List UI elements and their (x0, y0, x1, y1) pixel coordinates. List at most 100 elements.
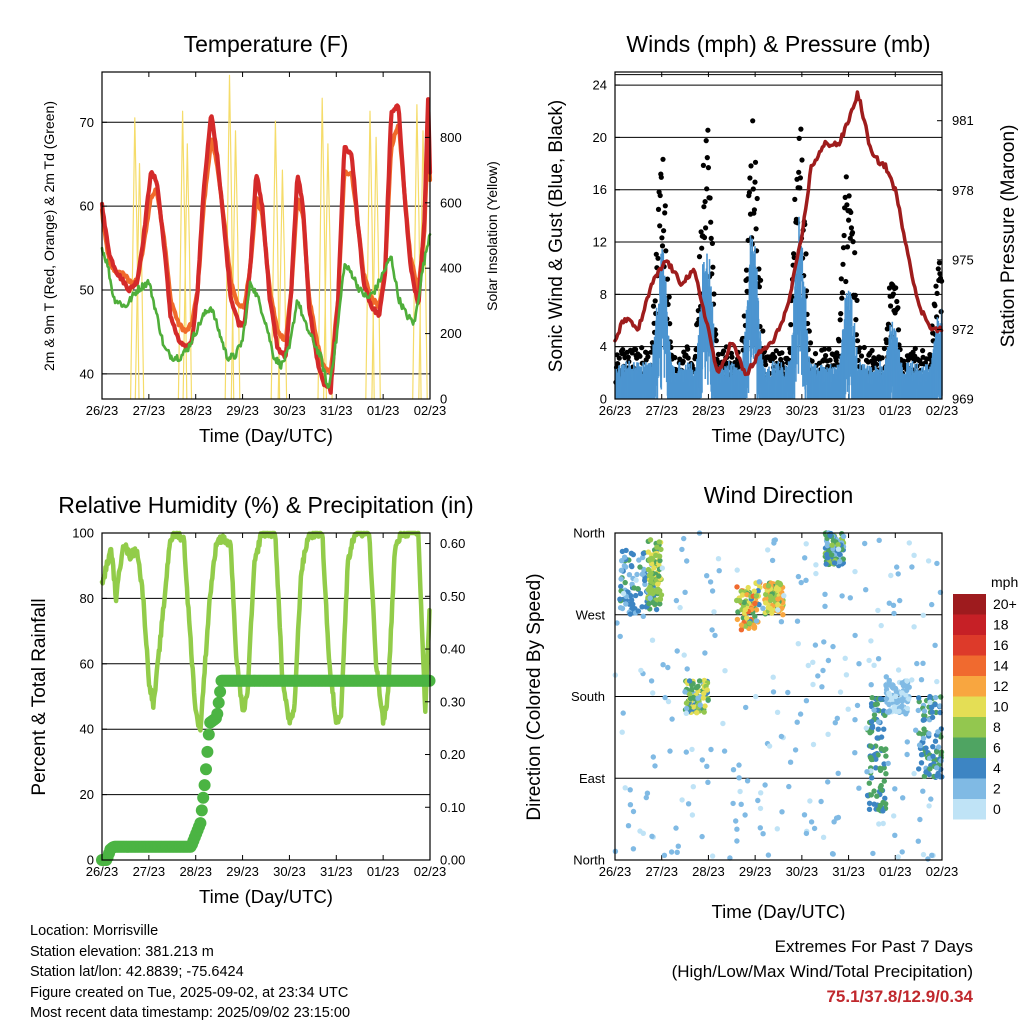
gust-point (620, 347, 626, 353)
direction-point (628, 550, 635, 556)
direction-point (795, 573, 802, 580)
direction-point (929, 601, 935, 608)
direction-point (917, 816, 923, 823)
direction-point (734, 567, 740, 573)
direction-point (915, 838, 921, 844)
legend-swatch (953, 696, 986, 717)
direction-point (623, 601, 629, 607)
direction-point (689, 686, 695, 692)
direction-point (835, 542, 841, 548)
gust-point (895, 305, 901, 311)
gust-point (772, 354, 778, 360)
direction-point (886, 677, 892, 684)
direction-point (650, 599, 656, 606)
solar-insolation-trace (130, 117, 140, 400)
gust-point (881, 345, 888, 352)
direction-point (681, 535, 687, 542)
y-tick-label-right: 0.40 (440, 642, 465, 657)
direction-point (617, 596, 623, 602)
legend-swatch (953, 655, 986, 676)
gust-point (838, 311, 844, 317)
direction-point (876, 537, 882, 543)
gust-point (797, 185, 803, 191)
direction-point (824, 541, 831, 547)
gust-point (796, 169, 802, 175)
plot-border (101, 71, 431, 400)
panel-title: Temperature (F) (184, 31, 349, 57)
direction-point (614, 620, 620, 626)
direction-point (648, 555, 655, 562)
direction-point (744, 778, 751, 784)
direction-point (694, 710, 700, 716)
solar-insolation-trace (270, 120, 281, 400)
direction-point (830, 851, 836, 857)
direction-point (738, 801, 744, 807)
direction-point (810, 681, 816, 688)
direction-point (878, 746, 884, 752)
direction-point (894, 564, 900, 570)
direction-point (926, 730, 932, 737)
direction-point (630, 846, 637, 852)
direction-point (646, 572, 653, 579)
direction-point (654, 544, 660, 550)
direction-point (756, 601, 762, 608)
y-tick-label-right: 200 (440, 326, 462, 341)
direction-point (753, 593, 760, 599)
direction-point (687, 695, 694, 702)
direction-point (909, 564, 915, 570)
direction-point (704, 573, 710, 579)
direction-point (867, 730, 873, 736)
y-tick-label: 8 (600, 287, 607, 302)
direction-point (650, 690, 656, 696)
y-tick-label-right: 0.10 (440, 800, 465, 815)
x-tick-label: 29/23 (226, 403, 259, 418)
gust-point (937, 271, 943, 277)
direction-point (840, 533, 847, 540)
direction-point (787, 759, 794, 765)
direction-point (709, 627, 715, 633)
gust-point (747, 175, 753, 181)
panel-title: Wind Direction (704, 482, 854, 508)
direction-point (786, 783, 792, 790)
direction-point (921, 708, 928, 714)
direction-point (878, 622, 884, 629)
direction-point (794, 618, 801, 624)
direction-point (812, 642, 819, 648)
direction-point (883, 801, 889, 807)
direction-point (660, 662, 666, 668)
x-tick-label: 02/23 (926, 403, 959, 418)
direction-point (884, 709, 891, 715)
direction-point (743, 704, 749, 711)
gust-point (662, 210, 668, 216)
direction-point (638, 667, 644, 674)
direction-point (657, 557, 663, 564)
y-tick-label-right: 800 (440, 130, 462, 145)
y-tick-label: 0 (87, 853, 94, 868)
gust-point (692, 353, 699, 359)
direction-point (832, 720, 838, 726)
gust-point (854, 338, 861, 344)
y-tick-label: East (579, 771, 605, 786)
x-tick-label: 26/23 (86, 403, 119, 418)
direction-point (683, 705, 690, 712)
gust-point (803, 251, 809, 257)
direction-point (659, 565, 665, 571)
y-tick-label: North (573, 526, 605, 541)
gust-point (792, 196, 798, 202)
x-tick-label: 27/23 (133, 864, 166, 879)
gust-point (685, 346, 691, 352)
direction-point (652, 763, 658, 769)
extremes-values: 75.1/37.8/12.9/0.34 (826, 987, 973, 1006)
direction-point (746, 620, 753, 626)
direction-point (736, 762, 742, 768)
direction-point (679, 546, 685, 553)
x-tick-label: 02/23 (926, 864, 959, 879)
direction-point (674, 849, 680, 855)
direction-point (649, 833, 655, 839)
gust-point (838, 276, 844, 282)
direction-point (658, 592, 665, 598)
direction-point (911, 624, 917, 630)
gust-point (743, 267, 750, 273)
direction-point (929, 709, 935, 715)
y-tick-label: 100 (72, 526, 94, 541)
